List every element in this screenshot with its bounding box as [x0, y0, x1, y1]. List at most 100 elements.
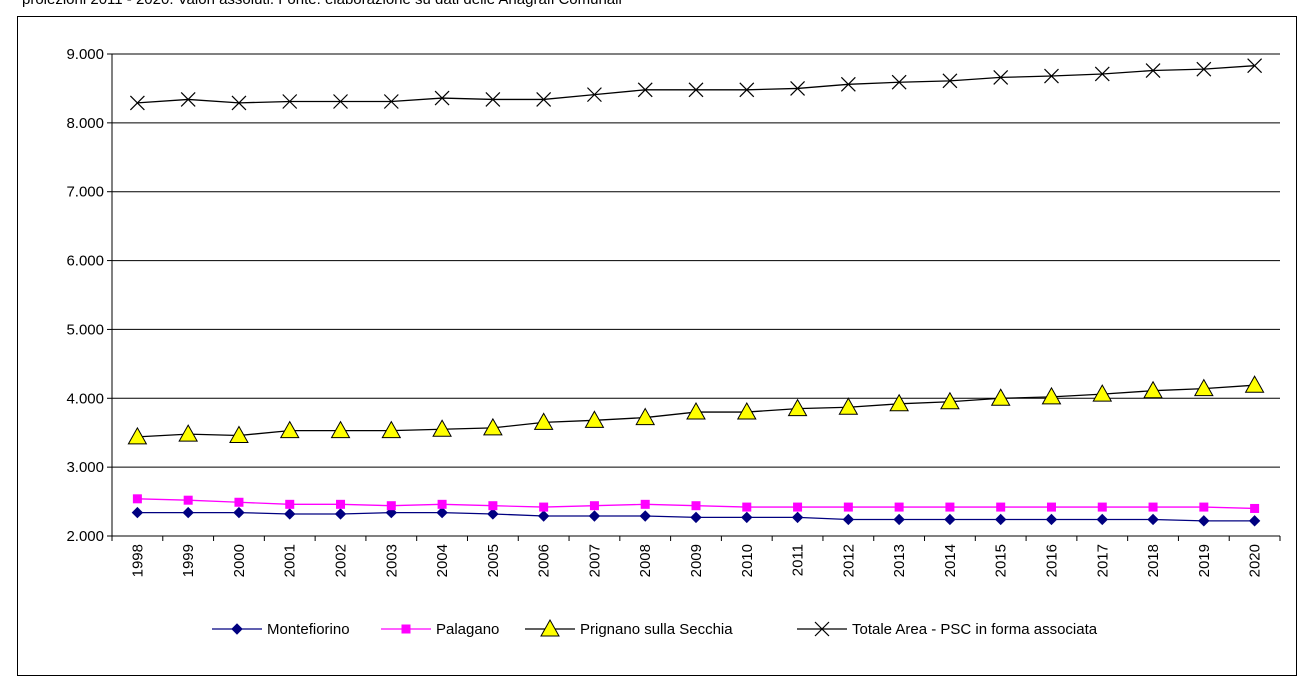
x-marker	[180, 92, 196, 107]
diamond-marker	[131, 506, 144, 519]
x-marker	[485, 92, 501, 107]
x-marker-stroke	[282, 94, 298, 109]
x-marker	[840, 76, 856, 92]
x-tick-label: 1999	[180, 544, 197, 577]
diamond-marker	[1248, 515, 1261, 527]
triangle-marker	[279, 420, 300, 439]
square-marker	[1046, 502, 1056, 512]
x-marker-stroke	[180, 92, 196, 107]
legend: Montefiorino Palagano Prignano sulla Secch…	[212, 618, 1098, 638]
legend-item: Palagano	[381, 621, 499, 638]
x-tick-label: 2017	[1094, 544, 1111, 577]
x-marker	[1145, 63, 1161, 78]
x-tick-label: 2007	[586, 544, 603, 577]
triangle-marker	[1041, 386, 1062, 405]
triangle-marker	[686, 402, 706, 420]
x-marker-stroke	[739, 82, 755, 98]
legend-label: Prignano sulla Secchia	[580, 621, 733, 638]
x-marker	[1247, 58, 1263, 74]
x-tick-label: 2008	[637, 544, 654, 577]
triangle-marker	[432, 419, 452, 437]
x-marker	[637, 82, 653, 98]
x-tick-label: 2004	[434, 544, 451, 577]
x-tick-label: 2015	[993, 544, 1010, 577]
x-marker-stroke	[231, 95, 247, 111]
diamond-marker	[233, 506, 245, 519]
x-marker-stroke	[688, 82, 704, 98]
diamond-marker	[1147, 513, 1159, 526]
square-marker	[183, 495, 193, 505]
x-marker-stroke	[129, 95, 145, 111]
x-marker	[434, 90, 450, 106]
x-marker-stroke	[587, 87, 602, 103]
x-marker-stroke	[942, 73, 958, 89]
diamond-marker	[1198, 515, 1210, 527]
square-marker	[401, 624, 411, 634]
triangle-marker	[584, 410, 605, 428]
x-tick-label: 2013	[891, 544, 908, 577]
x-marker-stroke	[434, 90, 450, 106]
x-marker	[231, 95, 247, 111]
square-marker	[437, 499, 447, 509]
triangle-marker	[229, 425, 249, 443]
square-marker	[285, 499, 295, 509]
x-tick-label: 2016	[1043, 544, 1060, 577]
x-tick-label: 2018	[1145, 544, 1162, 577]
diamond-marker	[1096, 513, 1108, 526]
x-marker-stroke	[891, 74, 907, 90]
triangle-marker	[736, 402, 757, 420]
x-marker-stroke	[1044, 68, 1059, 84]
diamond-marker	[334, 508, 347, 520]
x-marker	[129, 95, 145, 111]
diamond-marker	[639, 510, 651, 522]
gridlines	[112, 53, 1280, 537]
square-marker	[1148, 502, 1158, 512]
x-tick-label: 2019	[1196, 544, 1213, 577]
y-tick-label: 4.000	[66, 390, 104, 407]
series-prignano-sulla-secchia	[127, 375, 1265, 445]
x-tick-label: 2003	[383, 544, 400, 577]
x-tick-label: 2020	[1247, 544, 1264, 577]
triangle-marker	[540, 618, 560, 637]
y-tick-label: 2.000	[66, 528, 104, 545]
series-montefiorino	[131, 506, 1261, 527]
legend-item: Prignano sulla Secchia	[525, 618, 733, 638]
diamond-marker	[537, 510, 550, 522]
square-marker	[386, 501, 396, 511]
x-marker-stroke	[1145, 63, 1161, 78]
y-tick-label: 7.000	[66, 184, 104, 201]
triangle-marker	[330, 420, 351, 439]
square-marker	[488, 501, 498, 511]
diamond-marker	[231, 623, 243, 635]
x-tick-label: 2000	[231, 544, 248, 577]
x-tick-label: 2009	[688, 544, 705, 577]
diamond-marker	[588, 510, 601, 522]
square-marker	[336, 499, 346, 509]
square-marker	[1097, 502, 1107, 512]
x-marker	[814, 621, 830, 637]
x-tick-label: 2011	[790, 544, 807, 576]
diamond-marker	[842, 513, 855, 526]
x-marker-stroke	[383, 94, 399, 109]
series-group	[127, 58, 1265, 527]
square-marker	[843, 502, 853, 512]
diamond-marker	[487, 508, 499, 520]
x-marker-stroke	[485, 92, 501, 107]
legend-label: Totale Area - PSC in forma associata	[852, 621, 1098, 638]
triangle-marker	[838, 397, 859, 415]
x-marker	[1044, 68, 1059, 84]
x-marker	[1094, 66, 1110, 82]
x-marker	[688, 82, 704, 98]
square-marker	[691, 501, 701, 511]
y-tick-label: 9.000	[66, 46, 104, 63]
x-tick-label: 2001	[282, 544, 299, 577]
square-marker	[742, 502, 752, 512]
square-marker	[793, 502, 803, 512]
diamond-marker	[791, 511, 804, 524]
legend-item: Montefiorino	[212, 621, 350, 638]
triangle-marker	[787, 398, 808, 417]
triangle-marker	[1244, 375, 1265, 393]
triangle-marker	[483, 417, 503, 436]
x-tick-label: 2014	[942, 544, 959, 577]
diamond-marker	[182, 506, 194, 519]
